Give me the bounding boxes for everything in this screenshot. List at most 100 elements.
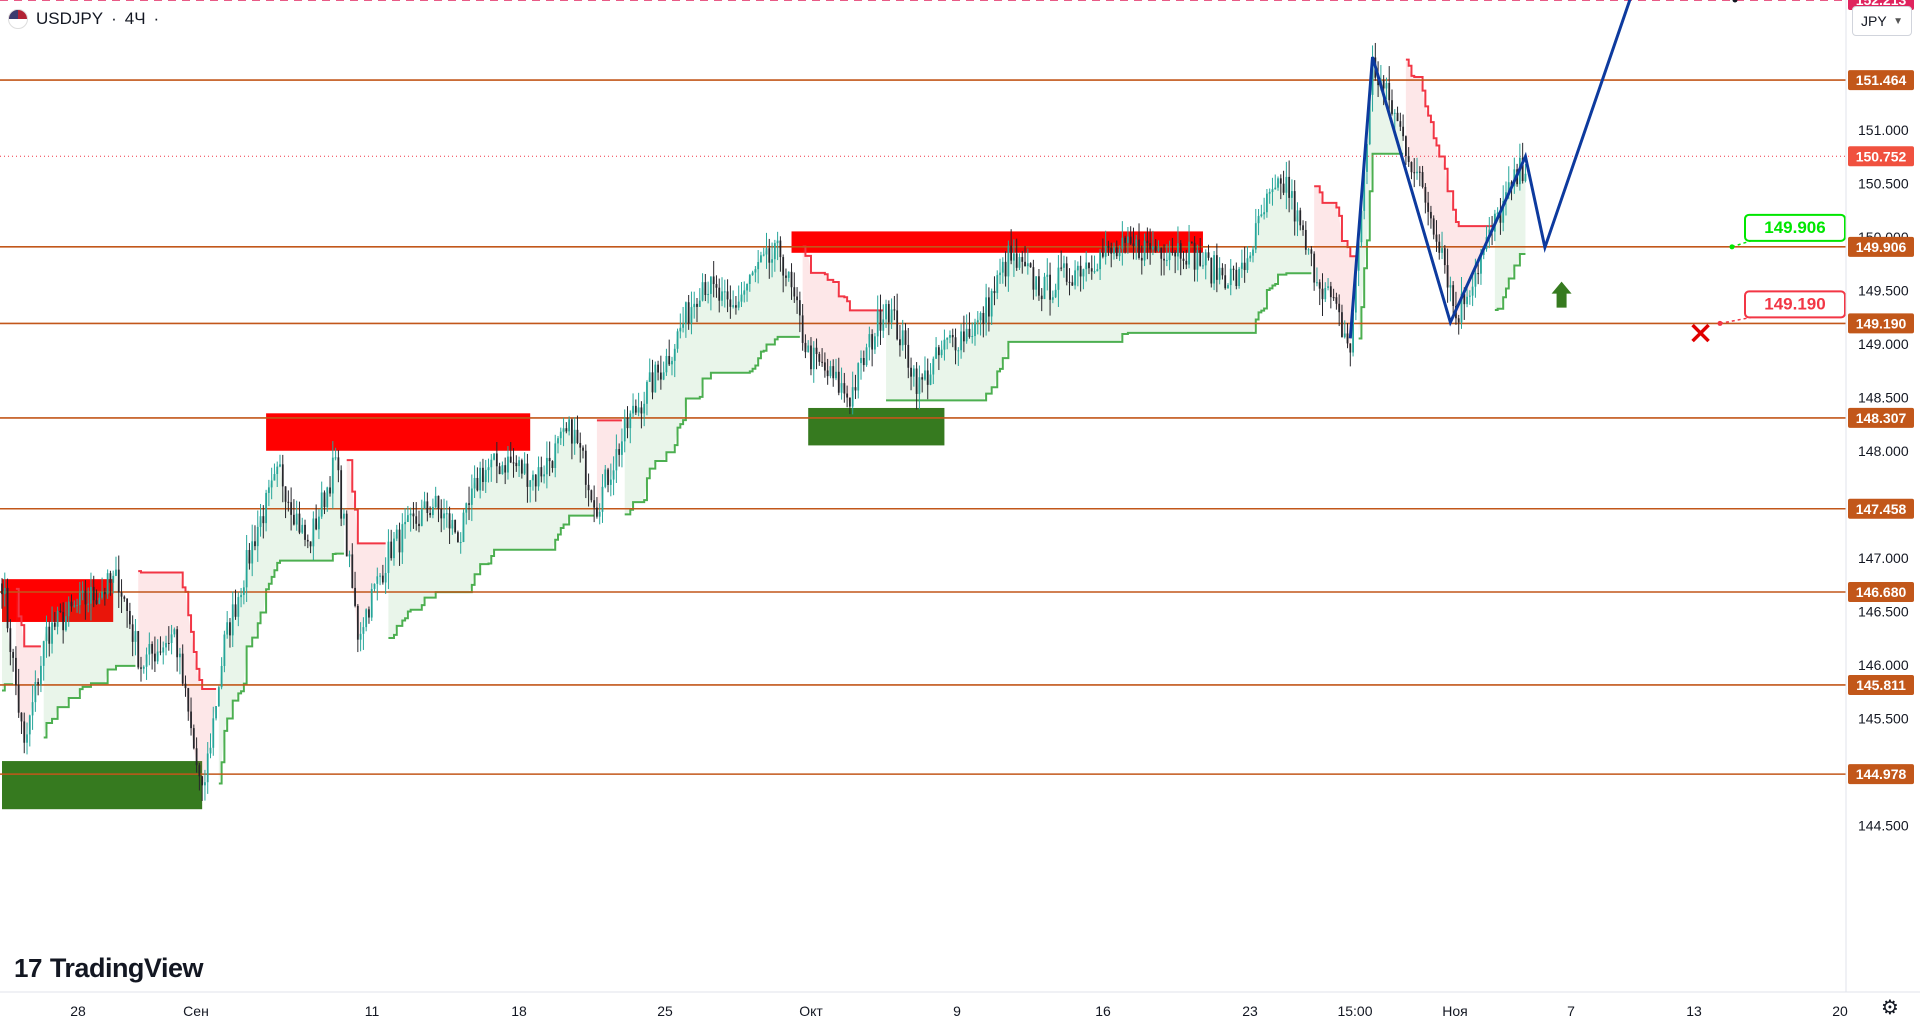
candle-body: [1274, 187, 1277, 190]
candle-body: [826, 370, 829, 377]
candle-body: [373, 583, 376, 589]
candle-body: [445, 513, 448, 515]
candle-body: [404, 521, 406, 525]
candle-body: [28, 715, 31, 735]
candle-body: [1521, 157, 1524, 182]
candle-body: [1154, 246, 1157, 251]
candle-body: [812, 347, 815, 370]
candle-body: [295, 513, 298, 525]
callout-label: 149.906: [1764, 218, 1825, 237]
candle-body: [1163, 258, 1165, 261]
candle-body: [760, 255, 762, 262]
candle-body: [1040, 295, 1043, 300]
candle-body: [1266, 193, 1268, 213]
candle-body: [871, 334, 874, 350]
candle-body: [267, 487, 270, 493]
candle-body: [590, 490, 593, 501]
level-price-tag-text: 151.464: [1856, 72, 1907, 88]
candle-body: [359, 633, 362, 640]
candle-body: [1051, 297, 1054, 300]
candle-body: [298, 513, 301, 533]
candle-body: [1466, 296, 1468, 305]
candle-body: [1065, 263, 1068, 282]
candle-body: [1421, 172, 1424, 187]
candle-body: [899, 339, 901, 346]
candle-body: [234, 604, 237, 617]
time-axis[interactable]: [0, 992, 1920, 1031]
candle-body: [993, 290, 996, 294]
forecast-path[interactable]: [1348, 0, 1642, 339]
candle-body: [92, 586, 95, 601]
candle-body: [1068, 281, 1071, 283]
candle-body: [90, 586, 92, 604]
candle-body: [45, 626, 48, 642]
candle-body: [821, 361, 823, 363]
candle-body: [101, 592, 103, 598]
candle-body: [990, 290, 993, 317]
demand-zone: [2, 761, 203, 810]
buy-arrow-icon[interactable]: [1551, 281, 1572, 308]
price-tick-label: 147.000: [1858, 550, 1909, 566]
candle-body: [1468, 295, 1471, 297]
candle-body: [309, 541, 312, 547]
candle-body: [81, 590, 84, 593]
candle-body: [965, 328, 968, 342]
time-tick-label: 15:00: [1337, 1003, 1372, 1019]
callout-anchor: [1729, 244, 1735, 250]
candle-body: [468, 503, 470, 505]
candle-body: [245, 550, 248, 588]
candle-body: [540, 467, 543, 477]
time-tick-label: 16: [1095, 1003, 1111, 1019]
candle-body: [1435, 234, 1438, 242]
level-price-tag-text: 149.906: [1856, 239, 1907, 255]
currency-select[interactable]: JPY ▼: [1852, 6, 1912, 36]
candle-body: [968, 328, 971, 337]
candle-body: [315, 518, 318, 530]
candle-body: [1335, 297, 1338, 304]
candle-body: [851, 387, 854, 407]
time-tick-label: 23: [1242, 1003, 1258, 1019]
candle-body: [162, 647, 165, 653]
candle-body: [951, 334, 954, 338]
candle-body: [890, 309, 893, 323]
candle-body: [726, 291, 729, 300]
candle-body: [1357, 242, 1360, 271]
candle-body: [1393, 112, 1396, 114]
candle-body: [1235, 269, 1238, 287]
candle-body: [462, 512, 465, 543]
target-price-tag-text: 152.213: [1856, 0, 1907, 8]
candle-body: [710, 276, 712, 294]
supply-zone: [791, 231, 1203, 253]
candle-body: [212, 718, 215, 748]
symbol-header[interactable]: USDJPY · 4Ч ·: [8, 6, 159, 32]
candle-body: [940, 349, 943, 356]
candle-body: [1015, 253, 1018, 268]
candle-body: [301, 524, 304, 533]
supply-zone: [266, 413, 531, 451]
candle-body: [229, 622, 231, 636]
candle-body: [223, 634, 226, 667]
callout-box[interactable]: [1744, 290, 1846, 319]
settings-gear-icon[interactable]: ⚙: [1881, 996, 1899, 1019]
candle-body: [170, 634, 173, 644]
candle-body: [1054, 289, 1057, 298]
candle-body: [48, 626, 51, 644]
candle-body: [665, 355, 668, 373]
candle-body: [1193, 242, 1196, 270]
candle-body: [712, 276, 715, 285]
candle-body: [226, 622, 229, 635]
candle-body: [782, 257, 785, 276]
candle-body: [459, 542, 462, 544]
downtrend-fill: [346, 460, 386, 640]
candle-body: [1243, 262, 1246, 271]
stop-loss-cross-icon[interactable]: [1691, 323, 1710, 343]
candle-body: [946, 337, 949, 340]
candle-body: [935, 347, 937, 359]
candle-body: [1282, 183, 1285, 193]
candle-body: [418, 523, 420, 527]
candle-body: [103, 592, 106, 595]
candle-body: [406, 515, 409, 522]
callout-box[interactable]: [1744, 213, 1846, 242]
